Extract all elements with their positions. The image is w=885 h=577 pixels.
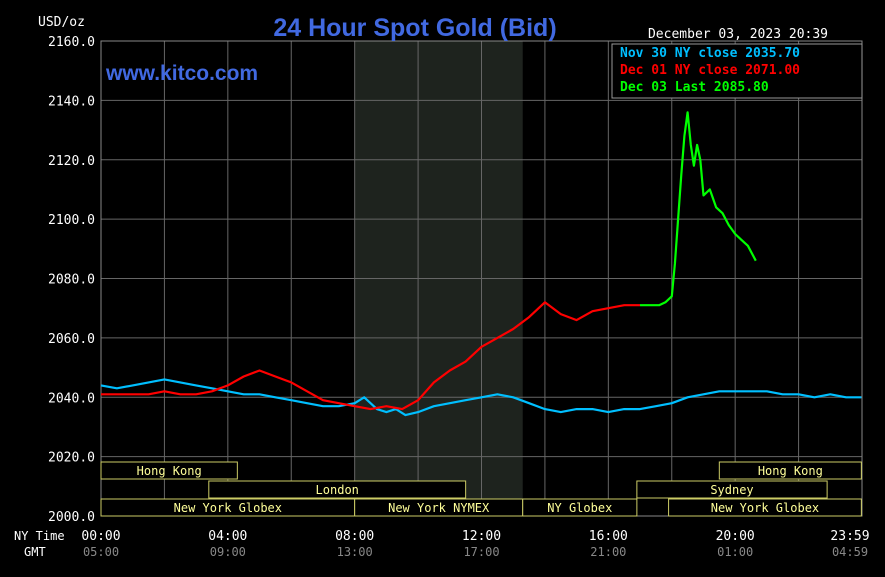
- session-label: NY Globex: [547, 501, 612, 515]
- gmt-tick-label: 04:59: [832, 545, 868, 559]
- y-tick-label: 2100.0: [48, 213, 95, 228]
- ny-tick-label: 20:00: [716, 529, 755, 544]
- ny-time-label: NY Time: [14, 529, 65, 543]
- legend-entry-dec01: Dec 01 NY close 2071.00: [620, 63, 800, 78]
- unit-label: USD/oz: [38, 15, 85, 30]
- session-box: [208, 480, 467, 499]
- ny-tick-label: 08:00: [335, 529, 374, 544]
- y-tick-label: 2080.0: [48, 273, 95, 288]
- session-box: [100, 461, 238, 480]
- chart-title: 24 Hour Spot Gold (Bid): [273, 14, 556, 42]
- session-label: Hong Kong: [137, 464, 202, 478]
- y-tick-label: 2040.0: [48, 391, 95, 406]
- ny-tick-label: 23:59: [830, 529, 869, 544]
- series-nov30: [100, 378, 862, 417]
- session-label: New York Globex: [174, 501, 282, 515]
- session-bar: Hong Kong: [100, 461, 238, 480]
- grid-lines: [100, 40, 863, 517]
- trading-sessions: Hong Kong Hong Kong London Sydney New York G…: [100, 461, 862, 517]
- x-axis-labels: 00:00 04:00 08:00 12:00 16:00 20:00 23:59 05:00…: [81, 529, 869, 559]
- y-tick-label: 2000.0: [48, 510, 95, 525]
- session-box: [718, 461, 862, 480]
- gmt-tick-label: 05:00: [83, 545, 119, 559]
- gmt-tick-label: 21:00: [590, 545, 626, 559]
- legend: Nov 30 NY close 2035.70 Dec 01 NY close …: [611, 43, 863, 99]
- legend-box: [611, 43, 863, 99]
- session-label: Sydney: [710, 483, 753, 497]
- session-bar: New York NYMEX: [354, 498, 524, 517]
- y-tick-label: 2160.0: [48, 35, 95, 50]
- session-label: Hong Kong: [758, 464, 823, 478]
- session-bar: Hong Kong: [718, 461, 862, 480]
- session-box: [668, 498, 862, 517]
- ny-tick-label: 16:00: [589, 529, 628, 544]
- session-bar: Sydney: [636, 480, 828, 499]
- session-label: New York NYMEX: [388, 501, 490, 515]
- session-bar: NY Globex: [522, 498, 638, 517]
- legend-entry-dec03: Dec 03 Last 2085.80: [620, 80, 769, 95]
- session-box: [636, 480, 828, 499]
- session-label: London: [316, 483, 359, 497]
- ny-tick-label: 12:00: [462, 529, 501, 544]
- session-bar: New York Globex: [668, 498, 862, 517]
- y-tick-label: 2120.0: [48, 154, 95, 169]
- session-bar: New York Globex: [100, 498, 356, 517]
- ny-tick-label: 00:00: [81, 529, 120, 544]
- legend-entry-nov30: Nov 30 NY close 2035.70: [620, 46, 800, 61]
- timestamp: December 03, 2023 20:39: [648, 27, 828, 42]
- series-dec03: [640, 111, 757, 307]
- gmt-tick-label: 13:00: [337, 545, 373, 559]
- session-bar: London: [208, 480, 467, 499]
- price-series: [100, 111, 862, 417]
- gmt-tick-label: 17:00: [463, 545, 499, 559]
- y-tick-label: 2140.0: [48, 94, 95, 109]
- gmt-label: GMT: [24, 545, 46, 559]
- session-box: [522, 498, 638, 517]
- y-tick-label: 2060.0: [48, 332, 95, 347]
- ny-tick-label: 04:00: [208, 529, 247, 544]
- series-dec01: [101, 301, 640, 411]
- gmt-tick-label: 09:00: [210, 545, 246, 559]
- session-label: New York Globex: [711, 501, 819, 515]
- gmt-tick-label: 01:00: [717, 545, 753, 559]
- y-tick-label: 2020.0: [48, 451, 95, 466]
- watermark: www.kitco.com: [105, 62, 258, 85]
- y-axis-labels: 2160.0 2140.0 2120.0 2100.0 2080.0 2060.0 2040…: [48, 35, 95, 525]
